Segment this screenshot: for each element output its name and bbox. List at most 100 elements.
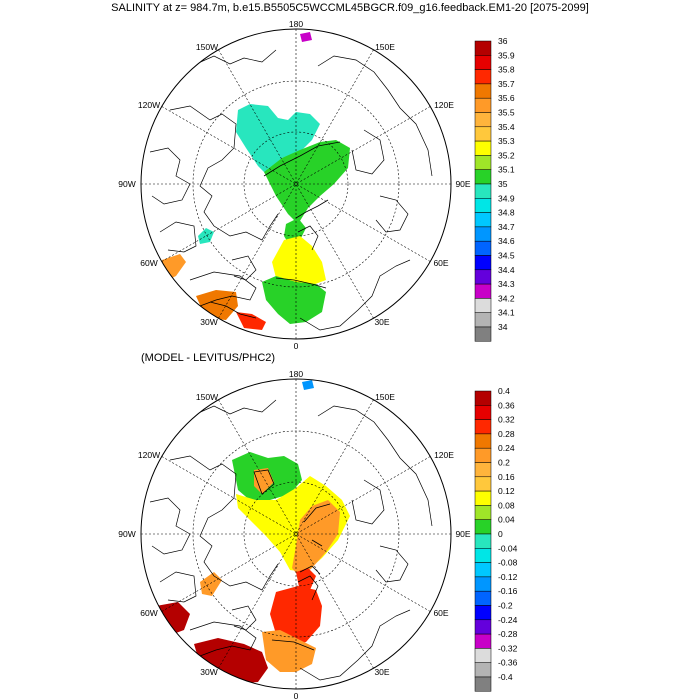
top-colorbar-label: 35.9 bbox=[498, 50, 515, 60]
top-lon-label-120e: 120E bbox=[434, 100, 454, 110]
top-colorbar-swatch bbox=[474, 212, 492, 228]
top-colorbar-label: 34.5 bbox=[498, 251, 515, 261]
bottom-lon-label-60e: 60E bbox=[433, 608, 448, 618]
bottom-colorbar-swatch bbox=[474, 676, 492, 692]
bottom-colorbar-label: 0.12 bbox=[498, 486, 515, 496]
bottom-colorbar-label: 0 bbox=[498, 529, 503, 539]
bottom-polar-map: 180 0 150W 150E 120W 120E 90W 90E 60W 60… bbox=[118, 369, 471, 700]
top-colorbar-label: 34.1 bbox=[498, 308, 515, 318]
bottom-field-orange-inner bbox=[254, 468, 274, 494]
difference-subtitle: (MODEL - LEVITUS/PHC2) bbox=[141, 352, 276, 364]
top-colorbar-label: 34.9 bbox=[498, 193, 515, 203]
bottom-colorbar-swatch bbox=[474, 505, 492, 520]
bottom-lon-label-150w: 150W bbox=[196, 392, 218, 402]
bottom-lon-label-90e: 90E bbox=[455, 529, 470, 539]
top-colorbar-swatch bbox=[474, 298, 492, 313]
bottom-colorbar-label: 0.04 bbox=[498, 515, 515, 525]
top-lon-label-30w: 30W bbox=[200, 317, 217, 327]
top-lon-label-90e: 90E bbox=[455, 179, 470, 189]
bottom-lon-label-120w: 120W bbox=[138, 450, 160, 460]
bottom-colorbar-swatch bbox=[474, 519, 492, 535]
bottom-colorbar-swatch bbox=[474, 490, 492, 506]
top-salinity-field bbox=[162, 32, 350, 330]
bottom-colorbar-swatch bbox=[474, 548, 492, 563]
top-colorbar-swatch bbox=[474, 326, 492, 342]
top-lon-label-120w: 120W bbox=[138, 100, 160, 110]
top-colorbar-swatch bbox=[474, 126, 492, 142]
bottom-colorbar-label: -0.2 bbox=[498, 601, 513, 611]
top-colorbar-swatch bbox=[474, 55, 492, 70]
bottom-lon-label-90w: 90W bbox=[118, 529, 135, 539]
top-colorbar-swatch bbox=[474, 140, 492, 156]
top-field-green-north bbox=[264, 140, 350, 224]
bottom-colorbar-swatch bbox=[474, 390, 492, 406]
bottom-colorbar-label: -0.12 bbox=[498, 572, 518, 582]
bottom-colorbar-swatch bbox=[474, 433, 492, 449]
top-lon-label-60e: 60E bbox=[433, 258, 448, 268]
top-colorbar-swatch bbox=[474, 269, 492, 285]
bottom-colorbar-swatch bbox=[474, 590, 492, 606]
top-lon-label-150w: 150W bbox=[196, 42, 218, 52]
top-field-green-south bbox=[262, 276, 326, 324]
bottom-lon-label-120e: 120E bbox=[434, 450, 454, 460]
bottom-colorbar-label: -0.36 bbox=[498, 658, 518, 668]
bottom-field-darkred-south bbox=[194, 638, 268, 684]
top-lon-label-60w: 60W bbox=[140, 258, 157, 268]
top-coastlines bbox=[149, 49, 433, 331]
top-graticule bbox=[141, 29, 451, 339]
top-colorbar-swatch bbox=[474, 112, 492, 128]
top-colorbar-swatch bbox=[474, 283, 492, 299]
bottom-lon-label-30w: 30W bbox=[200, 667, 217, 677]
top-colorbar-label: 35.5 bbox=[498, 108, 515, 118]
top-colorbar-label: 34.4 bbox=[498, 265, 515, 275]
top-colorbar-swatch bbox=[474, 183, 492, 199]
bottom-field-blue bbox=[302, 380, 314, 390]
bottom-colorbar-swatch bbox=[474, 533, 492, 549]
top-colorbar-swatch bbox=[474, 312, 492, 328]
bottom-colorbar-swatch bbox=[474, 605, 492, 621]
top-colorbar-label: 34.3 bbox=[498, 279, 515, 289]
bottom-colorbar-swatch bbox=[474, 419, 492, 435]
top-field-red-south bbox=[236, 312, 266, 330]
bottom-field-orange-west bbox=[200, 572, 222, 596]
top-colorbar-swatch bbox=[474, 240, 492, 256]
bottom-colorbar-label: 0.28 bbox=[498, 429, 515, 439]
top-colorbar: 36 35.9 35.8 35.7 35.6 35.5 35.4 35.3 35.2 35.1 35… bbox=[474, 36, 515, 342]
figure-title: SALINITY at z= 984.7m, b.e15.B5505C5WCCM… bbox=[111, 2, 589, 14]
top-field-cyan bbox=[236, 104, 320, 178]
bottom-lon-label-150e: 150E bbox=[375, 392, 395, 402]
top-colorbar-swatch bbox=[474, 255, 492, 271]
bottom-colorbar-swatch bbox=[474, 633, 492, 649]
top-polar-map: 180 0 150W 150E 120W 120E 90W 90E 60W 60… bbox=[118, 19, 471, 351]
top-lon-label-0: 0 bbox=[294, 341, 299, 351]
top-colorbar-label: 35.1 bbox=[498, 165, 515, 175]
bottom-colorbar-label: -0.28 bbox=[498, 629, 518, 639]
bottom-lon-label-30e: 30E bbox=[374, 667, 389, 677]
bottom-colorbar-label: 0.24 bbox=[498, 443, 515, 453]
bottom-colorbar-swatch bbox=[474, 447, 492, 463]
bottom-colorbar-swatch bbox=[474, 462, 492, 478]
top-colorbar-label: 35.8 bbox=[498, 65, 515, 75]
bottom-colorbar-label: -0.32 bbox=[498, 643, 518, 653]
bottom-lon-label-180: 180 bbox=[289, 369, 303, 379]
top-colorbar-label: 34.8 bbox=[498, 208, 515, 218]
bottom-colorbar-label: -0.16 bbox=[498, 586, 518, 596]
top-colorbar-swatch bbox=[474, 69, 492, 85]
top-field-magenta bbox=[300, 32, 312, 42]
bottom-contours bbox=[253, 469, 331, 651]
top-colorbar-label: 35.4 bbox=[498, 122, 515, 132]
top-colorbar-swatch bbox=[474, 97, 492, 113]
top-colorbar-label: 35.2 bbox=[498, 150, 515, 160]
top-colorbar-label: 34 bbox=[498, 322, 508, 332]
top-colorbar-swatch bbox=[474, 198, 492, 213]
bottom-coastlines bbox=[149, 399, 433, 681]
bottom-colorbar-label: 0.36 bbox=[498, 400, 515, 410]
top-lon-label-180: 180 bbox=[289, 19, 303, 29]
top-colorbar-swatch bbox=[474, 40, 492, 56]
bottom-colorbar-label: 0.4 bbox=[498, 386, 510, 396]
bottom-field-orange-center bbox=[292, 500, 340, 578]
bottom-colorbar-swatch bbox=[474, 405, 492, 420]
bottom-colorbar-swatch bbox=[474, 576, 492, 592]
top-colorbar-swatch bbox=[474, 169, 492, 185]
